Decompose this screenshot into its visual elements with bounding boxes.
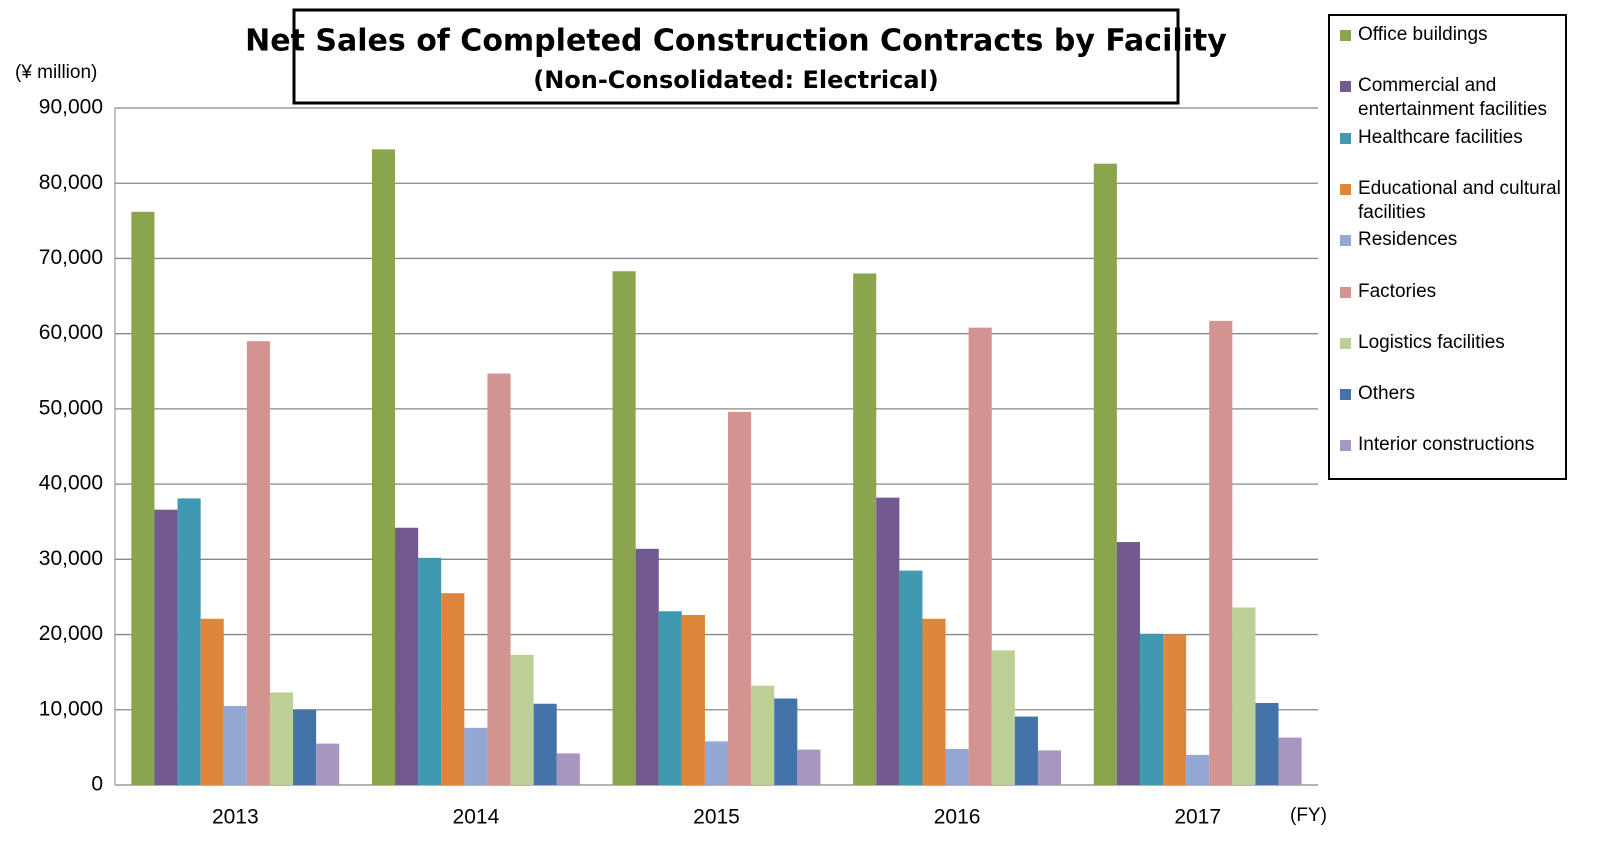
bar: [418, 557, 442, 785]
bar: [1186, 754, 1210, 785]
bar: [991, 650, 1015, 785]
bar: [131, 211, 155, 786]
y-tick-label: 50,000: [39, 396, 103, 419]
bar: [533, 703, 557, 785]
bar: [681, 614, 705, 785]
y-tick-label: 10,000: [39, 697, 103, 720]
bar: [945, 748, 969, 785]
y-tick-label: 80,000: [39, 171, 103, 194]
legend-label: Healthcare facilities: [1358, 126, 1523, 148]
bar: [395, 527, 419, 785]
bar: [728, 411, 752, 785]
bar: [441, 593, 465, 785]
legend-swatch: [1340, 389, 1351, 401]
legend-label: Residences: [1358, 229, 1458, 251]
legend-entry: Others: [1340, 382, 1584, 406]
y-tick-label: 20,000: [39, 622, 103, 645]
bar: [464, 727, 488, 785]
legend-swatch: [1340, 337, 1351, 349]
bar: [968, 327, 992, 785]
bar: [1278, 737, 1302, 785]
legend-label: Commercial and entertainment facilities: [1358, 75, 1548, 121]
legend-swatch: [1340, 183, 1351, 195]
bar: [371, 149, 396, 786]
y-tick-label: 30,000: [39, 547, 103, 570]
bar: [1232, 607, 1256, 785]
y-tick-label: 60,000: [39, 321, 103, 344]
y-tick-label: 40,000: [39, 472, 103, 495]
bar: [154, 509, 178, 785]
bar: [316, 743, 340, 785]
bar: [1014, 716, 1038, 785]
bar: [876, 497, 900, 785]
legend-label: Educational and cultural facilities: [1358, 177, 1561, 223]
bar: [853, 273, 877, 785]
bar: [797, 749, 821, 785]
bar: [510, 654, 534, 785]
bar: [556, 753, 580, 785]
bar: [704, 741, 729, 785]
bar: [246, 341, 270, 785]
legend-label: Logistics facilities: [1358, 331, 1505, 353]
x-tick-label: 2016: [934, 806, 981, 829]
legend-label: Others: [1358, 383, 1416, 405]
x-tick-label: 2015: [693, 806, 740, 829]
bar: [269, 692, 294, 785]
bar: [177, 498, 201, 785]
bar: [1163, 634, 1187, 785]
y-tick-label: 0: [91, 773, 103, 796]
legend-entry: Interior constructions: [1340, 433, 1584, 457]
x-tick-label: 2013: [212, 806, 259, 829]
bar: [223, 706, 247, 785]
bar: [1116, 542, 1140, 785]
x-tick-label: 2017: [1174, 806, 1221, 829]
legend-label: Factories: [1358, 280, 1437, 302]
bar: [774, 698, 798, 785]
bar: [899, 570, 923, 785]
legend-entry: Residences: [1340, 228, 1584, 252]
chart-subtitle: (Non-Consolidated: Electrical): [533, 66, 939, 94]
bar: [1139, 633, 1164, 785]
legend-entry: Office buildings: [1340, 23, 1584, 47]
bar: [1255, 703, 1279, 785]
y-axis-label: (¥ million): [15, 62, 97, 83]
bar: [612, 271, 636, 786]
legend-swatch: [1340, 30, 1351, 41]
legend-entry: Logistics facilities: [1340, 331, 1584, 355]
legend-label: Interior constructions: [1358, 434, 1535, 456]
legend-label: Office buildings: [1358, 24, 1488, 45]
legend: Office buildings Commercial and entertain…: [1328, 14, 1567, 480]
legend-entry: Factories: [1340, 280, 1584, 304]
legend-entry: Educational and cultural facilities: [1340, 177, 1584, 225]
bar: [200, 618, 224, 785]
title-box: [292, 8, 1180, 105]
bar: [751, 685, 775, 785]
chart-title: Net Sales of Completed Construction Cont…: [245, 24, 1227, 59]
x-axis-label: (FY): [1290, 805, 1327, 826]
bar: [487, 373, 511, 785]
legend-swatch: [1340, 235, 1351, 247]
legend-swatch: [1340, 132, 1351, 144]
bar: [1037, 750, 1062, 785]
bar: [1093, 163, 1117, 786]
legend-swatch: [1340, 286, 1351, 298]
legend-entry: Commercial and entertainment facilities: [1340, 74, 1584, 122]
bar: [293, 709, 317, 785]
y-tick-label: 90,000: [39, 96, 103, 119]
bar: [658, 611, 682, 785]
bar: [635, 548, 659, 785]
legend-swatch: [1340, 440, 1351, 452]
x-tick-label: 2014: [453, 806, 500, 829]
y-tick-label: 70,000: [39, 246, 103, 269]
bar: [1209, 320, 1233, 785]
bar: [922, 618, 946, 785]
legend-swatch: [1340, 81, 1351, 93]
legend-entry: Healthcare facilities: [1340, 126, 1584, 150]
